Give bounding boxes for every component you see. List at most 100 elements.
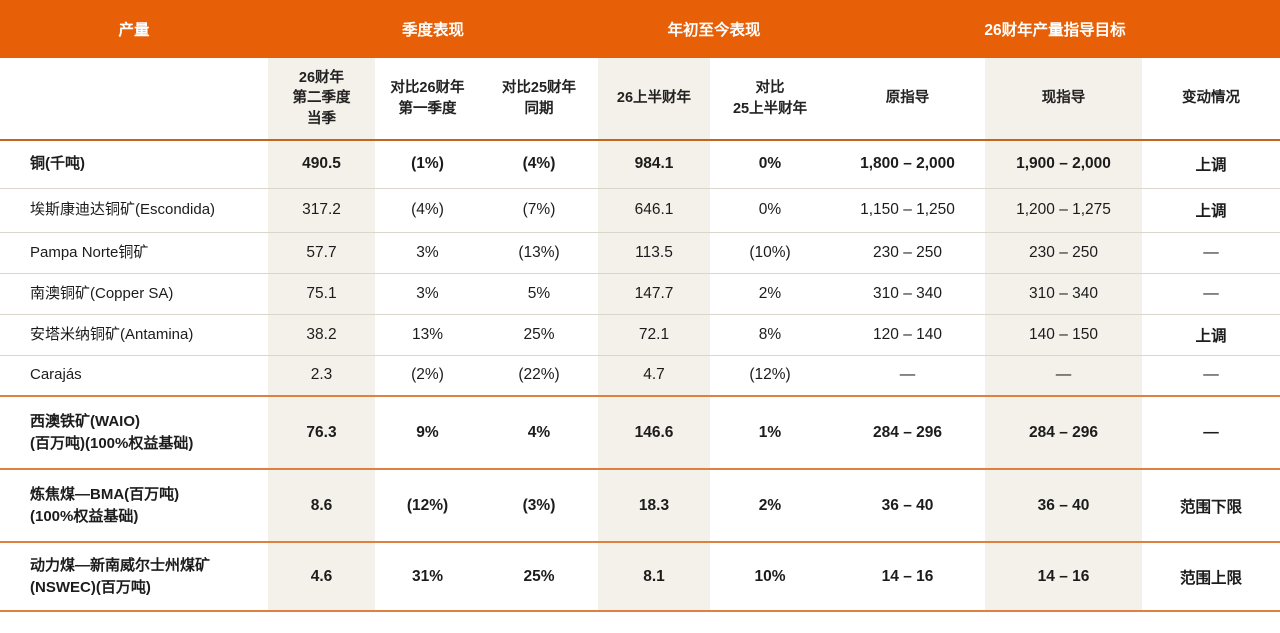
value-cell: 31% — [411, 567, 444, 585]
row-label: 动力煤—新南威尔士州煤矿 (NSWEC)(百万吨) — [30, 556, 211, 596]
value-cell: 8.6 — [310, 496, 333, 514]
value-cell: 3% — [416, 243, 439, 261]
value-cell: 0% — [758, 155, 782, 173]
change-status-cell: 上调 — [1195, 327, 1227, 345]
table-row: 动力煤—新南威尔士州煤矿 (NSWEC)(百万吨) 4.6 31% 25% 8.1 10%… — [0, 542, 1280, 611]
production-table: 产量 季度表现 年初至今表现 26财年产量指导目标 26财年 第二季度 当季 对… — [0, 0, 1280, 612]
value-cell: 490.5 — [302, 155, 341, 173]
value-cell: 36 – 40 — [881, 496, 934, 514]
value-cell: 3% — [416, 284, 439, 302]
column-header-blank — [0, 58, 268, 141]
row-label: 埃斯康迪达铜矿(Escondida) — [30, 201, 216, 219]
change-status-cell: 上调 — [1195, 157, 1227, 175]
table-row: 炼焦煤—BMA(百万吨) (100%权益基础) 8.6 (12%) (3%) 18.3 2… — [0, 469, 1280, 542]
band-group-ytd-performance: 年初至今表现 — [598, 0, 831, 58]
value-cell: 8.1 — [643, 567, 665, 585]
value-cell: 2.3 — [310, 366, 333, 384]
value-cell: 18.3 — [638, 496, 670, 514]
table-row: 埃斯康迪达铜矿(Escondida) 317.2 (4%) (7%) 646.1 0% 1,… — [0, 188, 1280, 232]
value-cell: 9% — [416, 423, 439, 441]
value-cell: 284 – 296 — [873, 423, 942, 441]
value-cell: 646.1 — [634, 201, 674, 218]
table-row: 安塔米纳铜矿(Antamina) 38.2 13% 25% 72.1 8% 120 – 14… — [0, 314, 1280, 355]
row-label: 安塔米纳铜矿(Antamina) — [30, 325, 194, 343]
row-label: 南澳铜矿(Copper SA) — [30, 284, 174, 302]
band-row: 产量 季度表现 年初至今表现 26财年产量指导目标 — [0, 0, 1280, 58]
value-cell: — — [1055, 366, 1072, 384]
value-cell: (4%) — [522, 155, 556, 173]
change-status-cell: 范围上限 — [1180, 569, 1243, 587]
column-header-h1-fy26: 26上半财年 — [598, 58, 710, 141]
value-cell: (2%) — [411, 366, 444, 384]
value-cell: 147.7 — [634, 284, 674, 302]
value-cell: 1,800 – 2,000 — [860, 155, 955, 173]
row-label: Carajás — [30, 366, 82, 384]
value-cell: 120 – 140 — [873, 325, 942, 343]
table-row: Pampa Norte铜矿 57.7 3% (13%) 113.5 (10%) 230 – … — [0, 232, 1280, 273]
value-cell: (13%) — [518, 243, 560, 261]
value-cell: (10%) — [749, 243, 791, 261]
table-row: 南澳铜矿(Copper SA) 75.1 3% 5% 147.7 2% 310 – 340 3… — [0, 273, 1280, 314]
value-cell: 57.7 — [306, 243, 337, 261]
value-cell: 5% — [527, 284, 551, 302]
value-cell: 2% — [758, 284, 782, 302]
band-group-production: 产量 — [0, 0, 268, 58]
value-cell: 1,200 – 1,275 — [1016, 201, 1111, 218]
column-header-change-status: 变动情况 — [1142, 58, 1280, 141]
change-status-cell: 上调 — [1195, 203, 1227, 220]
value-cell: 14 – 16 — [1037, 567, 1090, 585]
value-cell: (7%) — [522, 201, 556, 218]
value-cell: 10% — [754, 567, 786, 585]
value-cell: 230 – 250 — [873, 243, 942, 261]
table-row: Carajás 2.3 (2%) (22%) 4.7 (12%) — — — — [0, 355, 1280, 396]
value-cell: 0% — [758, 201, 782, 218]
table-body: 铜(千吨) 490.5 (1%) (4%) 984.1 0% 1,800 – 2,000 1,… — [0, 140, 1280, 611]
row-label: Pampa Norte铜矿 — [30, 243, 149, 261]
row-label: 炼焦煤—BMA(百万吨) (100%权益基础) — [30, 485, 180, 525]
value-cell: 1% — [758, 423, 782, 441]
row-label: 铜(千吨) — [30, 155, 85, 173]
column-header-original-guidance: 原指导 — [830, 58, 986, 141]
value-cell: 25% — [523, 325, 555, 343]
change-status-cell: — — [1203, 243, 1219, 261]
band-group-quarterly-performance: 季度表现 — [268, 0, 598, 58]
value-cell: (4%) — [411, 201, 444, 218]
column-header-row: 26财年 第二季度 当季 对比26财年 第一季度 对比25财年 同期 26上半财… — [0, 58, 1280, 141]
value-cell: (3%) — [522, 496, 556, 514]
value-cell: (12%) — [406, 496, 449, 514]
value-cell: 284 – 296 — [1029, 423, 1098, 441]
value-cell: 75.1 — [306, 284, 337, 302]
value-cell: 2% — [758, 496, 782, 514]
value-cell: 14 – 16 — [881, 567, 934, 585]
value-cell: 146.6 — [634, 423, 674, 441]
column-header-vs-q1-fy26: 对比26财年 第一季度 — [375, 58, 480, 141]
value-cell: 76.3 — [306, 423, 337, 441]
value-cell: 230 – 250 — [1029, 243, 1098, 261]
value-cell: 4% — [527, 423, 551, 441]
value-cell: — — [899, 366, 916, 384]
column-header-current-guidance: 现指导 — [985, 58, 1143, 141]
change-status-cell: 范围下限 — [1180, 498, 1243, 516]
value-cell: 310 – 340 — [1029, 284, 1098, 302]
value-cell: 36 – 40 — [1037, 496, 1090, 514]
row-label: 西澳铁矿(WAIO) (百万吨)(100%权益基础) — [30, 412, 194, 452]
column-header-vs-fy25-period: 对比25财年 同期 — [480, 58, 598, 141]
value-cell: 72.1 — [638, 325, 670, 343]
value-cell: 140 – 150 — [1029, 325, 1098, 343]
value-cell: 113.5 — [635, 243, 673, 261]
value-cell: 984.1 — [634, 155, 674, 173]
value-cell: 4.6 — [310, 567, 333, 585]
value-cell: 310 – 340 — [873, 284, 942, 302]
value-cell: 8% — [758, 325, 782, 343]
column-header-vs-h1-fy25: 对比 25上半财年 — [710, 58, 831, 141]
table-row: 西澳铁矿(WAIO) (百万吨)(100%权益基础) 76.3 9% 4% 146.6 1… — [0, 396, 1280, 469]
value-cell: 4.7 — [643, 366, 665, 384]
value-cell: 13% — [411, 325, 444, 343]
change-status-cell: — — [1203, 284, 1219, 302]
value-cell: 317.2 — [302, 201, 341, 218]
band-group-fy26-guidance: 26财年产量指导目标 — [830, 0, 1280, 58]
table-row: 铜(千吨) 490.5 (1%) (4%) 984.1 0% 1,800 – 2,000 1,… — [0, 140, 1280, 188]
value-cell: 1,150 – 1,250 — [860, 201, 955, 218]
change-status-cell: — — [1203, 366, 1219, 384]
